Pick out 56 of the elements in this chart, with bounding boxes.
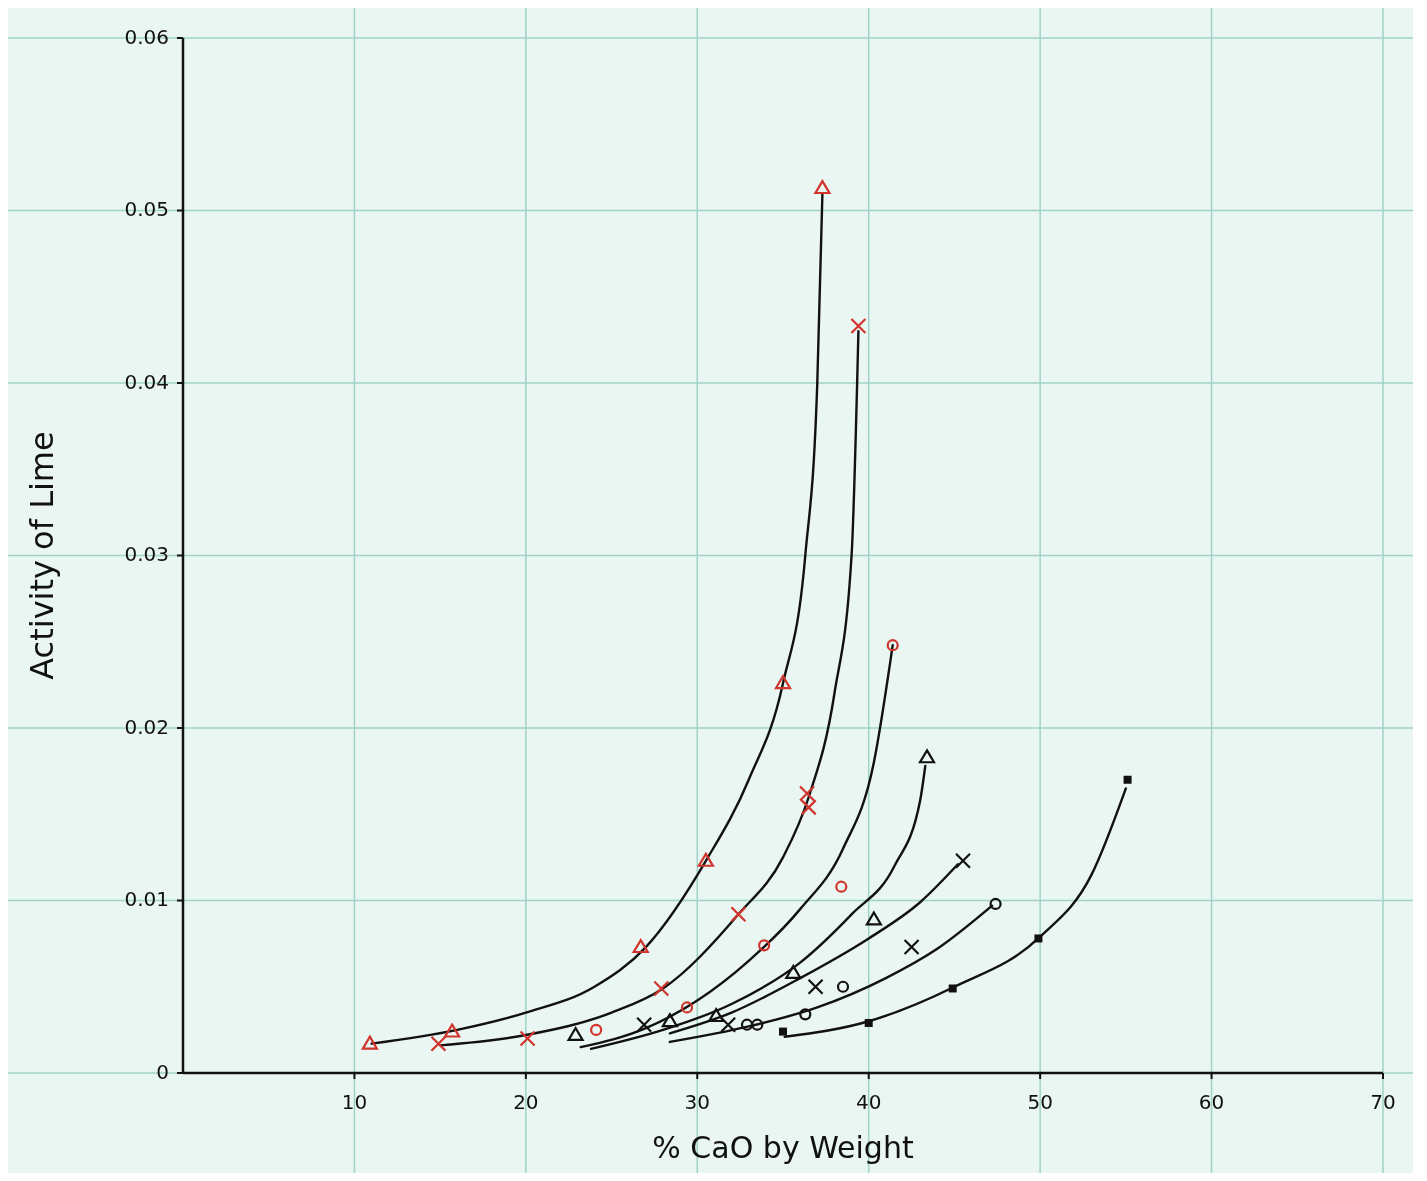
y-tick-label: 0.04: [124, 369, 169, 394]
point: [680, 1001, 694, 1014]
point: [1123, 775, 1132, 784]
point: [903, 938, 920, 956]
point: [751, 1018, 764, 1031]
point: [361, 1035, 378, 1050]
point: [774, 675, 792, 690]
point: [954, 852, 972, 869]
point: [800, 799, 817, 816]
point: [799, 1008, 812, 1021]
point: [636, 1016, 653, 1033]
point: [519, 1030, 536, 1047]
point: [836, 980, 850, 993]
point: [886, 639, 899, 652]
point: [661, 1013, 678, 1028]
point: [430, 1035, 447, 1052]
x-axis-title: % CaO by Weight: [652, 1130, 914, 1165]
x-tick-label: 70: [1370, 1090, 1396, 1114]
point: [720, 1016, 737, 1033]
point: [444, 1023, 461, 1038]
y-tick-label: 0.01: [124, 887, 169, 911]
x-tick-label: 20: [513, 1090, 539, 1114]
point: [948, 984, 957, 993]
y-tick-label: 0: [156, 1059, 169, 1084]
x-tick-label: 10: [341, 1090, 368, 1114]
y-tick-label: 0.03: [124, 542, 169, 566]
line-series: [438, 330, 860, 1047]
y-axis-title: Activity of Lime: [23, 431, 61, 680]
point: [864, 1018, 873, 1027]
point: [918, 749, 936, 764]
x-tick-label: 30: [684, 1090, 711, 1114]
point: [758, 939, 771, 952]
y-tick-label: 0.02: [124, 714, 169, 739]
point: [590, 1023, 603, 1036]
point: [653, 980, 670, 997]
point: [785, 964, 802, 979]
x-tick-label: 60: [1198, 1090, 1225, 1114]
point: [807, 978, 824, 995]
y-tick-label: 0.05: [124, 197, 169, 221]
point: [1034, 934, 1043, 943]
point: [814, 179, 831, 195]
point: [697, 852, 714, 867]
y-tick-label: 0.06: [124, 24, 169, 49]
point: [632, 938, 649, 954]
point: [835, 880, 848, 893]
point: [989, 897, 1002, 911]
point: [865, 911, 882, 926]
point: [798, 785, 816, 802]
point: [850, 317, 867, 335]
point: [779, 1027, 787, 1036]
point: [730, 906, 747, 923]
point: [740, 1018, 754, 1031]
point: [708, 1007, 725, 1023]
point: [567, 1026, 584, 1042]
x-tick-label: 50: [1027, 1090, 1053, 1114]
x-tick-label: 40: [855, 1090, 882, 1114]
